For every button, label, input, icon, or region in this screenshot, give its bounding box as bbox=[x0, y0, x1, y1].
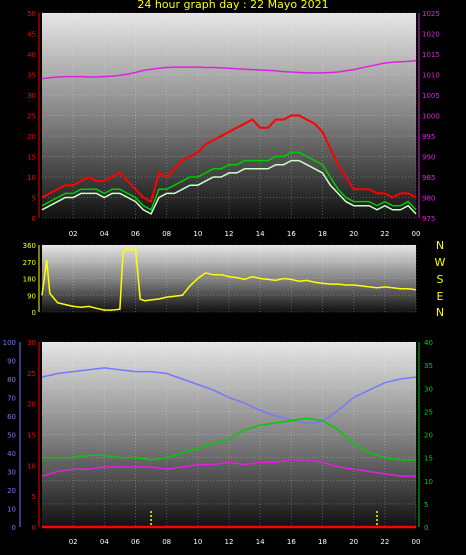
pressure-y-tick: 985 bbox=[422, 174, 435, 182]
temp-y-tick: 20 bbox=[424, 432, 433, 440]
pressure-y-tick: 1005 bbox=[422, 92, 440, 100]
humidity-y-tick: 80 bbox=[7, 376, 16, 384]
x-tick-label: 04 bbox=[100, 230, 109, 238]
wind-y-tick: 25 bbox=[27, 113, 36, 121]
humidity-y-tick: 50 bbox=[7, 432, 16, 440]
wind-plot-area bbox=[42, 13, 416, 218]
series-dewpoint bbox=[41, 459, 416, 477]
rain-y-tick: 15 bbox=[27, 432, 36, 440]
rain-y-tick: 0 bbox=[32, 524, 36, 532]
pressure-y-tick: 1010 bbox=[422, 72, 440, 80]
pressure-y-tick: 1000 bbox=[422, 113, 440, 121]
direction-y-tick: 90 bbox=[27, 292, 36, 300]
humidity-y-tick: 60 bbox=[7, 413, 16, 421]
temp-y-tick: 35 bbox=[424, 362, 433, 370]
x-tick-label: 02 bbox=[69, 538, 78, 546]
pressure-y-tick: 1015 bbox=[422, 51, 440, 59]
humidity-y-tick: 30 bbox=[7, 469, 16, 477]
wind-y-tick: 10 bbox=[27, 174, 36, 182]
x-tick-label: 16 bbox=[287, 230, 296, 238]
series-wind_speed bbox=[41, 159, 417, 215]
x-tick-label: 10 bbox=[193, 538, 202, 546]
x-tick-label: 00 bbox=[412, 230, 421, 238]
direction-compass-label: S bbox=[437, 273, 444, 286]
direction-compass-label: E bbox=[437, 290, 444, 303]
x-tick-label: 06 bbox=[131, 230, 140, 238]
x-tick-label: 18 bbox=[318, 230, 327, 238]
x-tick-label: 08 bbox=[162, 538, 171, 546]
direction-compass-label: N bbox=[436, 239, 444, 252]
humidity-y-tick: 70 bbox=[7, 395, 16, 403]
rain-y-tick: 20 bbox=[27, 401, 36, 409]
series-temp bbox=[42, 417, 416, 461]
wind-y-tick: 50 bbox=[27, 10, 36, 18]
x-tick-label: 06 bbox=[131, 538, 140, 546]
pressure-y-tick: 990 bbox=[422, 154, 435, 162]
rain-y-tick: 25 bbox=[27, 370, 36, 378]
series-direction bbox=[41, 247, 417, 311]
humidity-y-tick: 40 bbox=[7, 450, 16, 458]
temp-y-tick: 10 bbox=[424, 478, 433, 486]
temp-hum-plot-area bbox=[42, 342, 416, 527]
pressure-y-tick: 980 bbox=[422, 195, 435, 203]
x-tick-label: 12 bbox=[225, 538, 234, 546]
x-tick-label: 18 bbox=[318, 538, 327, 546]
wind-y-tick: 30 bbox=[27, 92, 36, 100]
x-tick-label: 00 bbox=[412, 538, 421, 546]
direction-y-tick: 180 bbox=[23, 276, 36, 284]
pressure-y-tick: 995 bbox=[422, 133, 435, 141]
x-tick-label: 10 bbox=[193, 230, 202, 238]
x-tick-label: 20 bbox=[349, 230, 358, 238]
x-tick-label: 22 bbox=[380, 230, 389, 238]
direction-y-tick: 360 bbox=[23, 242, 36, 250]
series-wind_avg bbox=[41, 151, 417, 211]
humidity-y-tick: 0 bbox=[12, 524, 16, 532]
direction-compass-label: W bbox=[435, 256, 446, 269]
series-wind_gust bbox=[41, 114, 417, 204]
rain-y-tick: 5 bbox=[32, 493, 36, 501]
x-tick-label: 22 bbox=[380, 538, 389, 546]
pressure-y-tick: 1020 bbox=[422, 31, 440, 39]
direction-plot-area bbox=[42, 245, 416, 312]
x-tick-label: 04 bbox=[100, 538, 109, 546]
pressure-y-tick: 1025 bbox=[422, 10, 440, 18]
temp-y-tick: 0 bbox=[424, 524, 428, 532]
series-pressure bbox=[41, 59, 417, 80]
wind-y-tick: 45 bbox=[27, 31, 36, 39]
temp-y-tick: 30 bbox=[424, 385, 433, 393]
direction-y-tick: 270 bbox=[23, 259, 36, 267]
x-tick-label: 14 bbox=[256, 230, 265, 238]
x-tick-label: 12 bbox=[225, 230, 234, 238]
wind-y-tick: 35 bbox=[27, 72, 36, 80]
temp-y-tick: 5 bbox=[424, 501, 428, 509]
wind-y-tick: 15 bbox=[27, 154, 36, 162]
temp-y-tick: 15 bbox=[424, 455, 433, 463]
wind-y-tick: 20 bbox=[27, 133, 36, 141]
series-humidity bbox=[41, 367, 417, 425]
direction-compass-label: N bbox=[436, 306, 444, 319]
wind-y-tick: 40 bbox=[27, 51, 36, 59]
direction-y-tick: 0 bbox=[32, 309, 36, 317]
chart-title: 24 hour graph day : 22 Mayo 2021 bbox=[137, 0, 329, 11]
x-tick-label: 16 bbox=[287, 538, 296, 546]
rain-y-tick: 10 bbox=[27, 462, 36, 470]
rain-y-tick: 30 bbox=[27, 339, 36, 347]
x-tick-label: 14 bbox=[256, 538, 265, 546]
humidity-y-tick: 100 bbox=[3, 339, 16, 347]
pressure-y-tick: 975 bbox=[422, 215, 435, 223]
humidity-y-tick: 90 bbox=[7, 358, 16, 366]
wind-y-tick: 5 bbox=[32, 195, 36, 203]
temp-y-tick: 40 bbox=[424, 339, 433, 347]
humidity-y-tick: 20 bbox=[7, 487, 16, 495]
x-tick-label: 02 bbox=[69, 230, 78, 238]
temp-y-tick: 25 bbox=[424, 408, 433, 416]
x-tick-label: 08 bbox=[162, 230, 171, 238]
humidity-y-tick: 10 bbox=[7, 506, 16, 514]
wind-y-tick: 0 bbox=[32, 215, 36, 223]
x-tick-label: 20 bbox=[349, 538, 358, 546]
